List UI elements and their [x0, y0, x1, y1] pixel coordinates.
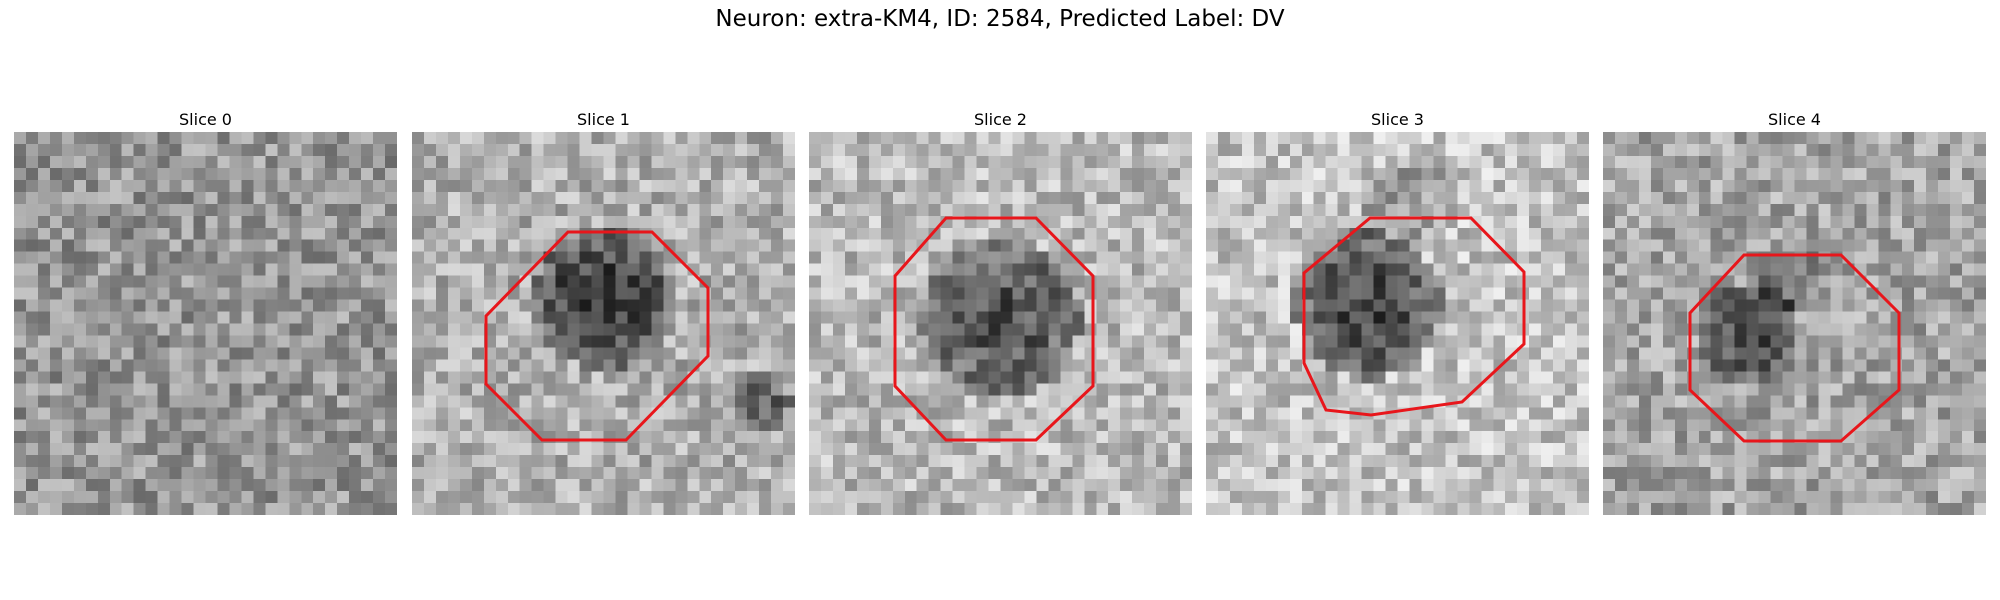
- roi-octagon: [1302, 216, 1526, 417]
- slice-panel-0: Slice 0: [14, 108, 397, 515]
- slice-title: Slice 2: [974, 110, 1027, 129]
- slice-image: [412, 132, 795, 515]
- slice-image: [14, 132, 397, 515]
- slice-panel-3: Slice 3: [1206, 108, 1589, 515]
- roi-octagon: [1688, 253, 1901, 443]
- figure-title: Neuron: extra-KM4, ID: 2584, Predicted L…: [715, 6, 1285, 32]
- slice-panel-2: Slice 2: [809, 108, 1192, 515]
- roi-octagon: [893, 216, 1095, 442]
- slice-title: Slice 4: [1768, 110, 1821, 129]
- slice-title: Slice 1: [577, 110, 630, 129]
- slice-panel-1: Slice 1: [412, 108, 795, 515]
- slice-title: Slice 0: [179, 110, 232, 129]
- slice-image: [809, 132, 1192, 515]
- slice-image: [1603, 132, 1986, 515]
- slice-title: Slice 3: [1371, 110, 1424, 129]
- roi-octagon: [484, 230, 710, 442]
- slice-panel-4: Slice 4: [1603, 108, 1986, 515]
